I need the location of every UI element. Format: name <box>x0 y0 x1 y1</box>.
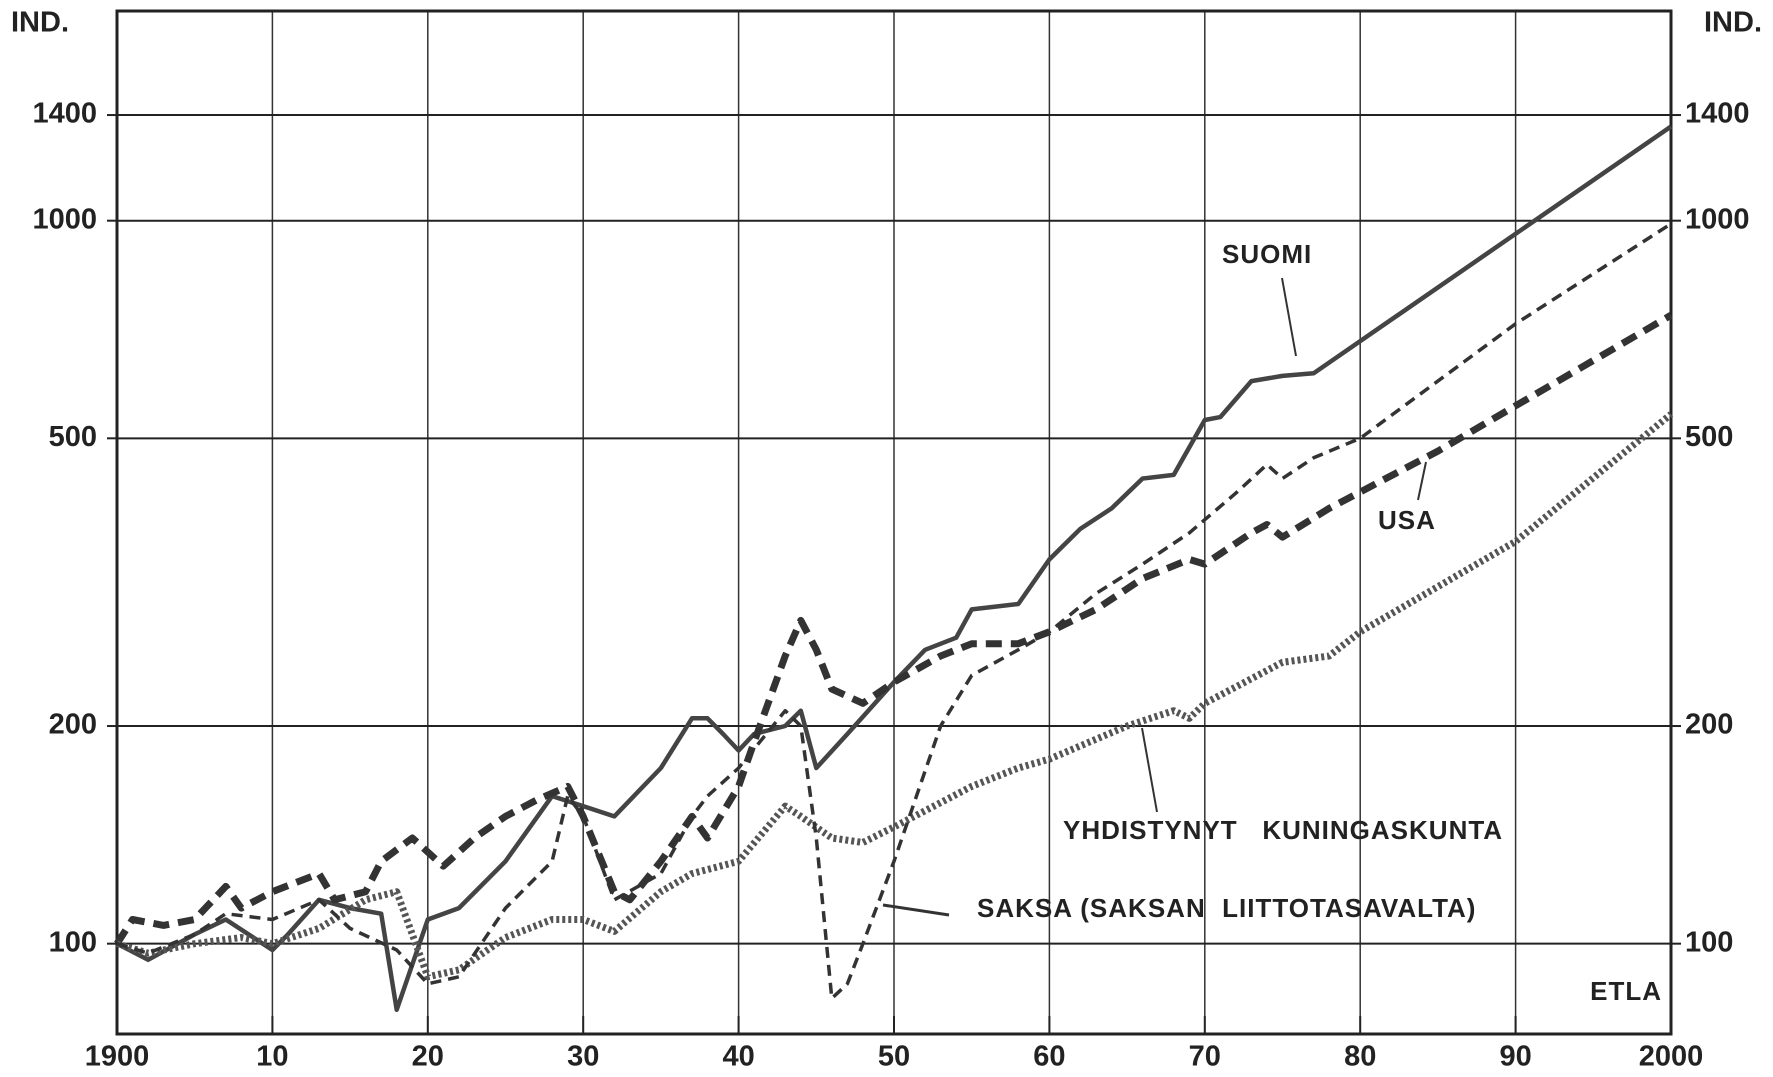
series-label: SUOMI <box>1222 239 1312 269</box>
y-axis-label-right: IND. <box>1704 7 1762 39</box>
x-tick-label: 20 <box>412 1041 444 1073</box>
x-tick-label: 10 <box>256 1041 288 1073</box>
x-tick-label: 40 <box>722 1041 754 1073</box>
y-tick-label-right: 200 <box>1685 709 1733 741</box>
y-tick-label: 1400 <box>32 98 97 130</box>
x-tick-label: 90 <box>1499 1041 1531 1073</box>
y-tick-label-right: 1000 <box>1685 203 1750 235</box>
series-line <box>116 222 1672 1001</box>
y-tick-label: 100 <box>49 926 97 958</box>
grid <box>116 11 1672 1034</box>
y-tick-label: 200 <box>49 709 97 741</box>
arrow <box>1281 277 1297 357</box>
x-tick-label: 60 <box>1033 1041 1065 1073</box>
y-tick-label: 500 <box>49 421 97 453</box>
x-tick-label: 30 <box>567 1041 599 1073</box>
series-label: USA <box>1378 505 1436 535</box>
arrow <box>882 903 950 917</box>
y-axis-label-left: IND. <box>11 7 69 39</box>
series-line <box>115 124 1673 1013</box>
x-tick-label: 1900 <box>85 1041 150 1073</box>
x-tick-label: 2000 <box>1639 1041 1704 1073</box>
source: ETLA <box>1590 976 1662 1006</box>
y-tick-label: 1000 <box>32 203 97 235</box>
series-label: SAKSA (SAKSAN LIITTOTASAVALTA) <box>977 893 1476 923</box>
y-tick-label-right: 100 <box>1685 926 1733 958</box>
y-tick-label-right: 500 <box>1685 421 1733 453</box>
series-line <box>114 312 1673 946</box>
lines <box>114 124 1674 1013</box>
x-tick-label: 70 <box>1189 1041 1221 1073</box>
series-label: YHDISTYNYT KUNINGASKUNTA <box>1063 815 1503 845</box>
x-tick-label: 80 <box>1344 1041 1376 1073</box>
arrow <box>1417 461 1427 501</box>
arrow <box>1141 727 1158 813</box>
y-tick-label-right: 1400 <box>1685 98 1750 130</box>
x-tick-label: 50 <box>878 1041 910 1073</box>
series-line <box>115 411 1674 981</box>
